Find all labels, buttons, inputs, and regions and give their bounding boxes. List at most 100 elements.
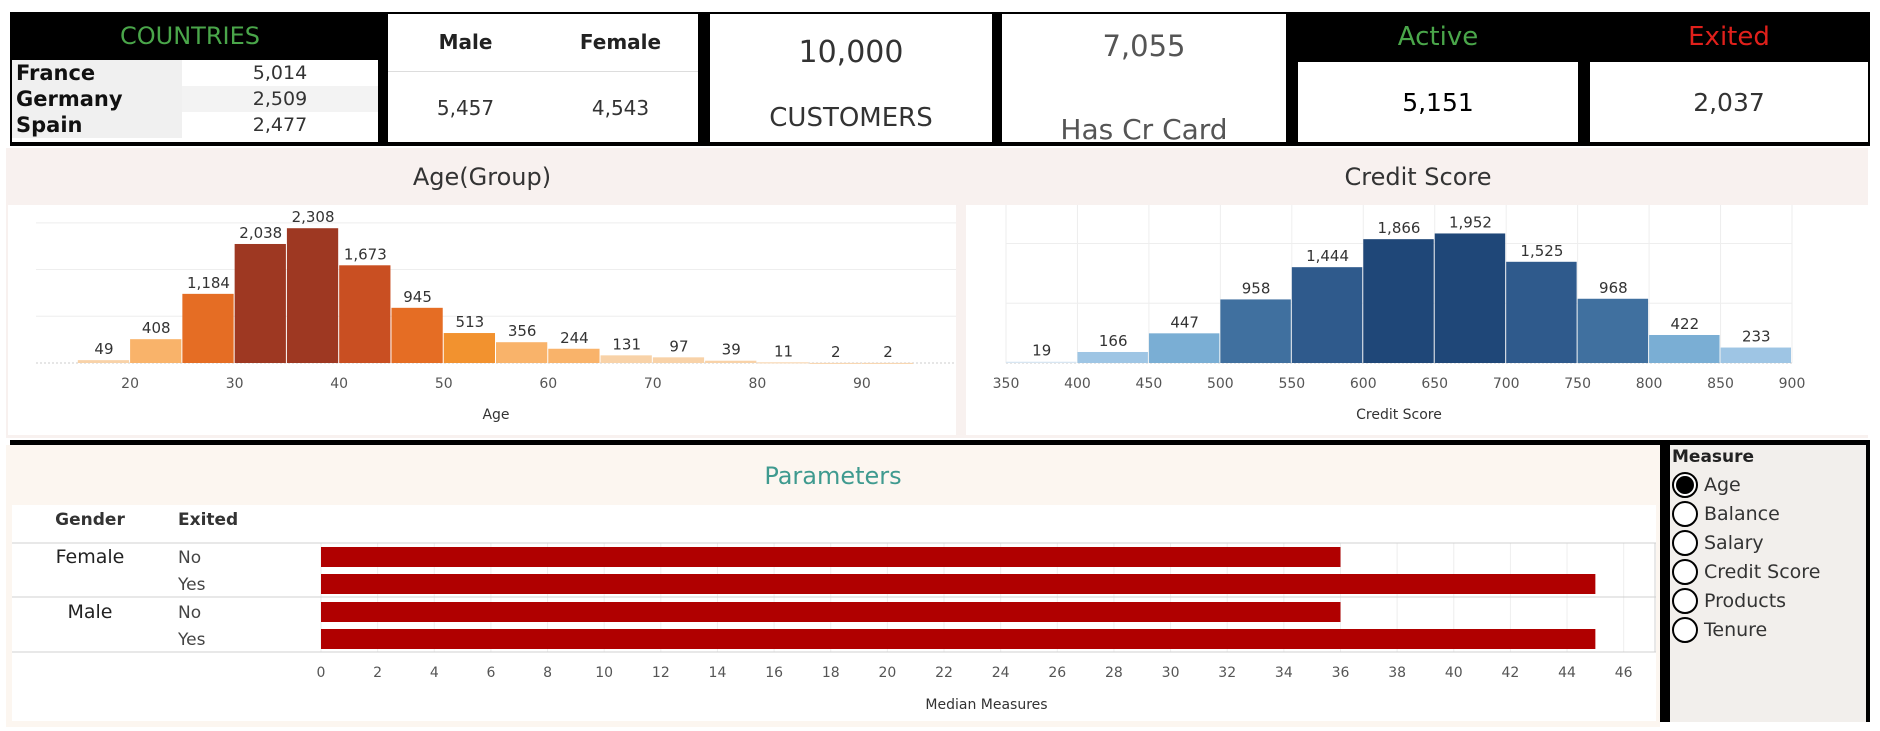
active-header: Active [1296, 14, 1580, 60]
radio-button-icon[interactable] [1672, 500, 1698, 527]
measure-option-label: Salary [1704, 531, 1764, 554]
measure-option-label: Products [1704, 589, 1787, 612]
params-table: Gender Exited Female No Yes Male No Yes 0 2 4 6 8 10 1… [12, 505, 1656, 721]
histogram-bar[interactable] [757, 362, 809, 364]
axis-tick-label: 16 [765, 665, 783, 681]
data-label: 2,038 [239, 224, 282, 242]
axis-tick-label: 24 [992, 665, 1010, 681]
axis-tick-label: 30 [1162, 665, 1180, 681]
axis-tick-label: 400 [1064, 376, 1091, 392]
measure-option-salary[interactable]: Salary [1672, 528, 1764, 557]
radio-button-icon[interactable] [1672, 471, 1698, 498]
data-label: 1,444 [1306, 247, 1349, 265]
exited-value: 2,037 [1693, 87, 1765, 117]
median-bar[interactable] [321, 574, 1596, 594]
axis-tick-label: 90 [853, 376, 871, 392]
measure-option-age[interactable]: Age [1672, 470, 1741, 499]
histogram-bar[interactable] [77, 360, 130, 363]
data-label: 422 [1670, 315, 1699, 333]
male-label: Male [438, 30, 493, 54]
exited-label: Yes [177, 630, 206, 650]
histogram-bar[interactable] [652, 357, 705, 363]
axis-tick-label: 36 [1332, 665, 1350, 681]
axis-tick-label: 18 [822, 665, 840, 681]
histogram-bar[interactable] [234, 243, 286, 363]
data-label: 513 [456, 313, 485, 331]
radio-button-icon[interactable] [1672, 529, 1698, 556]
measure-option-products[interactable]: Products [1672, 586, 1786, 615]
histogram-bar[interactable] [1220, 299, 1291, 363]
axis-tick-label: 500 [1207, 376, 1234, 392]
axis-tick-label: 30 [226, 376, 244, 392]
axis-tick-label: 40 [1445, 665, 1463, 681]
histogram-bar[interactable] [1649, 334, 1720, 363]
radio-button-icon[interactable] [1672, 616, 1698, 643]
axis-tick-label: 60 [539, 376, 557, 392]
histogram-bar[interactable] [1006, 361, 1077, 363]
median-bar[interactable] [321, 629, 1596, 649]
country-value: 2,509 [182, 86, 378, 112]
axis-tick-label: 42 [1501, 665, 1519, 681]
axis-tick-label: 34 [1275, 665, 1293, 681]
histogram-bar[interactable] [1506, 261, 1577, 363]
histogram-bar[interactable] [861, 362, 914, 364]
measure-panel [1670, 445, 1868, 722]
age-chart-panel: 49 408 1,184 2,038 2,308 1,673 945 513 356 244 131… [8, 205, 956, 435]
axis-tick-label: 750 [1564, 376, 1591, 392]
measure-option-balance[interactable]: Balance [1672, 499, 1780, 528]
axis-tick-label: 50 [435, 376, 453, 392]
data-label: 1,525 [1520, 242, 1563, 260]
histogram-bar[interactable] [496, 342, 548, 363]
x-axis-label: Median Measures [925, 697, 1047, 713]
radio-button-icon[interactable] [1672, 587, 1698, 614]
histogram-bar[interactable] [1148, 333, 1220, 363]
gender-divider [388, 71, 698, 72]
axis-tick-label: 550 [1278, 376, 1305, 392]
active-value: 5,151 [1402, 87, 1474, 117]
histogram-bar[interactable] [1363, 239, 1434, 363]
median-bar[interactable] [321, 602, 1341, 622]
histogram-bar[interactable] [130, 339, 182, 363]
axis-tick-label: 6 [486, 665, 495, 681]
credit-chart-panel: 19 166 447 958 1,444 1,866 1,952 1,525 968 422 233… [966, 205, 1868, 435]
measure-option-tenure[interactable]: Tenure [1672, 615, 1767, 644]
median-bar[interactable] [321, 547, 1341, 567]
measure-option-credit-score[interactable]: Credit Score [1672, 557, 1820, 586]
axis-tick-label: 10 [595, 665, 613, 681]
histogram-bar[interactable] [1577, 298, 1649, 363]
data-label: 356 [508, 322, 537, 340]
axis-tick-label: 0 [317, 665, 326, 681]
histogram-bar[interactable] [1291, 267, 1363, 363]
x-axis-label: Age [482, 407, 509, 423]
histogram-bar[interactable] [705, 360, 757, 363]
histogram-bar[interactable] [1720, 347, 1791, 363]
histogram-bar[interactable] [286, 228, 339, 363]
histogram-bar[interactable] [548, 348, 600, 363]
histogram-bar[interactable] [182, 293, 234, 363]
country-value: 2,477 [182, 112, 378, 138]
data-label: 39 [722, 341, 741, 359]
histogram-bar[interactable] [600, 355, 652, 363]
histogram-bar[interactable] [339, 265, 391, 363]
data-label: 97 [669, 337, 688, 355]
histogram-bar[interactable] [809, 362, 861, 364]
country-row: Germany 2,509 [12, 86, 378, 112]
histogram-bar[interactable] [443, 333, 495, 363]
data-label: 131 [612, 335, 641, 353]
data-label: 408 [142, 319, 171, 337]
histogram-bar[interactable] [391, 307, 443, 363]
data-label: 11 [774, 342, 793, 360]
customers-card: 10,000 CUSTOMERS [710, 14, 992, 142]
radio-button-icon[interactable] [1672, 558, 1698, 585]
histogram-bar[interactable] [1434, 233, 1506, 363]
data-label: 49 [94, 340, 113, 358]
cr-card-label: Has Cr Card [1060, 112, 1228, 146]
axis-tick-label: 650 [1421, 376, 1448, 392]
histogram-bar[interactable] [1077, 351, 1148, 363]
data-label: 2 [883, 343, 893, 361]
country-value: 5,014 [182, 60, 378, 86]
data-label: 1,866 [1378, 219, 1421, 237]
data-label: 244 [560, 329, 589, 347]
axis-tick-label: 44 [1558, 665, 1576, 681]
age-chart: 49 408 1,184 2,038 2,308 1,673 945 513 356 244 131… [36, 208, 956, 423]
